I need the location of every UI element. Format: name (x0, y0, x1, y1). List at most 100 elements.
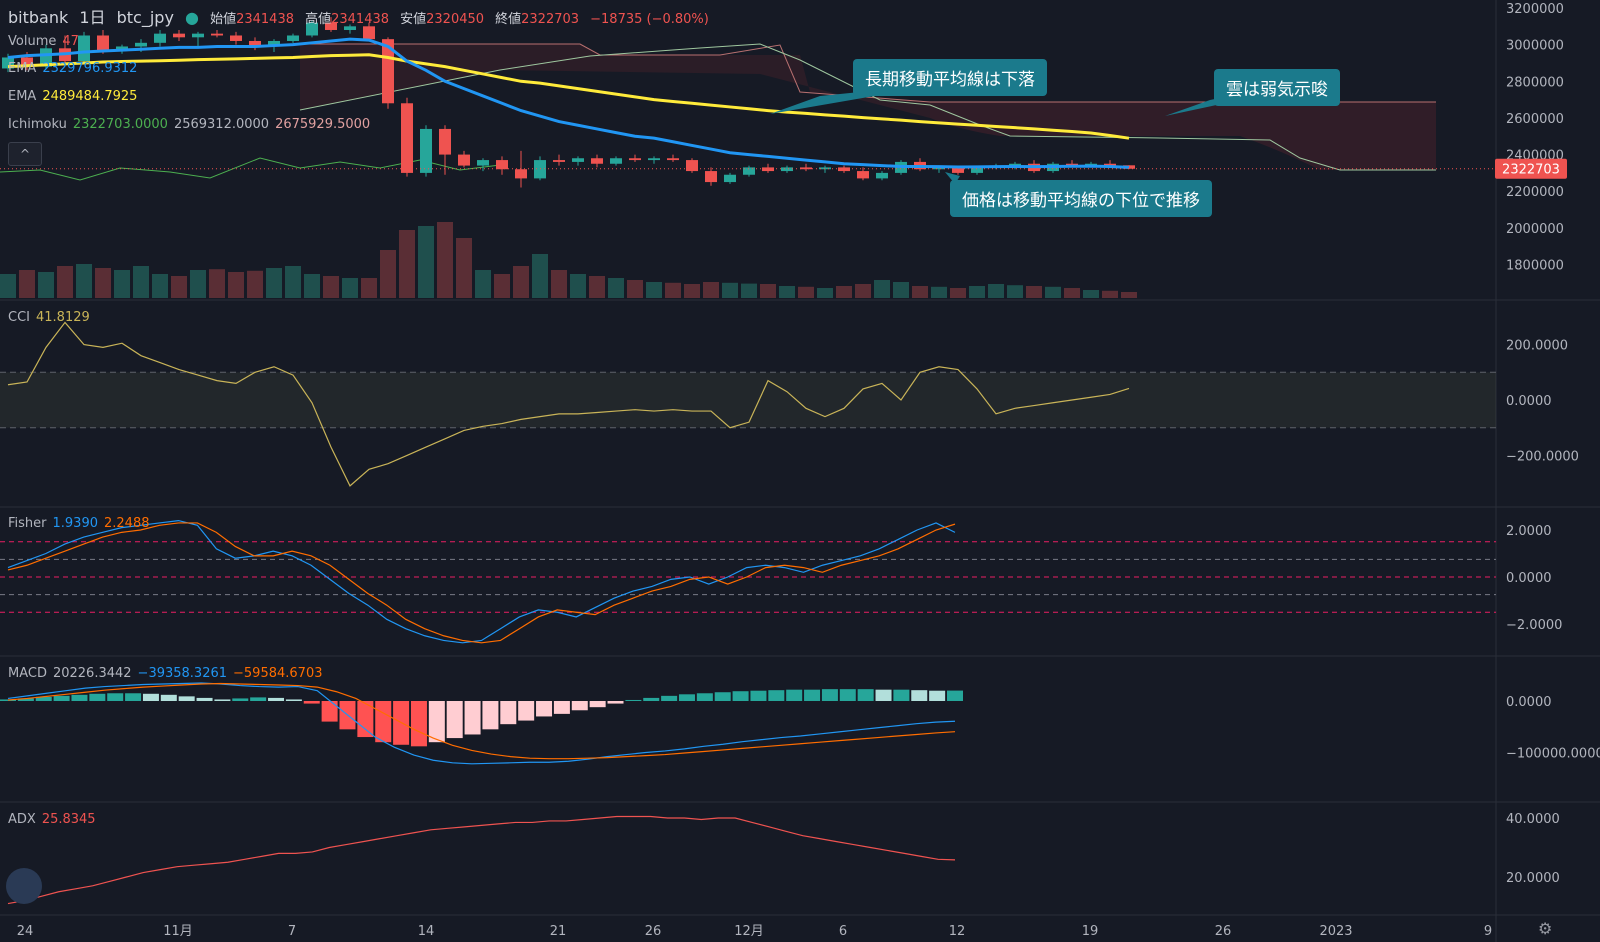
legend-fisher[interactable]: Fisher 1.9390 2.2488 (8, 516, 156, 531)
ema-fast-line (7, 37, 1130, 169)
volume-bar (475, 270, 491, 298)
macd-histogram-bar (142, 693, 159, 701)
macd-histogram-bar (53, 695, 70, 701)
candle-body (1066, 163, 1078, 166)
legend-ema-slow[interactable]: EMA 2489484.7925 (8, 89, 143, 104)
volume-bar (551, 270, 567, 298)
time-axis-label: 12 (949, 924, 966, 939)
legend-ema-fast[interactable]: EMA 2329796.9312 (8, 61, 143, 76)
volume-bar (665, 282, 681, 298)
price-tick-label: 2000000 (1506, 222, 1564, 237)
candle-body (173, 33, 185, 38)
volume-bar (1064, 288, 1080, 298)
macd-histogram-bar (929, 690, 946, 701)
volume-label: Volume (8, 34, 57, 49)
legend-cci[interactable]: CCI 41.8129 (8, 310, 96, 325)
candle-body (192, 33, 204, 38)
macd-histogram-bar (750, 690, 767, 701)
volume-bar (209, 269, 225, 298)
tradingview-logo-icon[interactable] (6, 868, 42, 904)
macd-histogram-bar (732, 691, 749, 701)
gear-icon[interactable]: ⚙ (1538, 919, 1553, 938)
volume-bar (266, 268, 282, 298)
candle-body (401, 103, 413, 173)
macd-histogram-bar (947, 690, 963, 701)
macd-tick-label: 0.0000 (1506, 695, 1552, 710)
candle-body (610, 158, 622, 164)
macd-histogram-bar (196, 697, 213, 701)
volume-bar (19, 270, 35, 298)
macd-value-3: −59584.6703 (233, 666, 323, 681)
volume-bar (228, 272, 244, 298)
volume-bar (931, 286, 947, 298)
volume-bar (171, 276, 187, 298)
volume-bar (0, 274, 16, 298)
macd-histogram-bar (107, 693, 124, 701)
callout-long-ma[interactable]: 長期移動平均線は下落 (853, 59, 1047, 96)
macd-histogram-bar (678, 694, 695, 701)
volume-bar (646, 282, 662, 298)
close-value: 2322703 (521, 12, 580, 27)
volume-bar (418, 226, 434, 298)
cci-line (7, 321, 1130, 487)
volume-bar (988, 284, 1004, 298)
fisher-value-2: 2.2488 (104, 516, 150, 531)
last-price-tag (1495, 158, 1567, 179)
symbol[interactable]: btc_jpy (116, 8, 174, 27)
candle-body (78, 35, 90, 62)
volume-bar (912, 286, 928, 298)
macd-histogram-bar (696, 693, 713, 701)
volume-bar (703, 282, 719, 298)
time-axis-label: 9 (1484, 924, 1492, 939)
volume-bar (247, 270, 263, 298)
price-tick-label: 2200000 (1506, 185, 1564, 200)
legend-volume[interactable]: Volume 47 (8, 34, 85, 49)
volume-bar (874, 280, 890, 298)
fisher-tick-label: 0.0000 (1506, 571, 1552, 586)
legend-adx[interactable]: ADX 25.8345 (8, 812, 102, 827)
interval[interactable]: 1日 (79, 8, 106, 27)
volume-bar (684, 284, 700, 298)
candle-body (1009, 163, 1021, 166)
macd-histogram-bar (482, 701, 499, 730)
legend-ichimoku[interactable]: Ichimoku 2322703.0000 2569312.0000 2675929.… (8, 117, 376, 132)
candle-body (2, 57, 14, 69)
ichimoku-cloud-early (300, 44, 930, 118)
macd-tick-label: −100000.0000 (1506, 747, 1600, 762)
candle-body (344, 26, 356, 30)
macd-histogram-bar (375, 701, 392, 743)
cci-tick-label: 200.0000 (1506, 339, 1568, 354)
macd-histogram-bar (268, 697, 285, 701)
volume-bar (38, 272, 54, 298)
candle-body (382, 39, 394, 104)
close-label: 終値 (495, 12, 522, 27)
ichimoku-cloud (930, 102, 1436, 170)
high-value: 2341438 (331, 12, 390, 27)
volume-bar (57, 266, 73, 298)
volume-bar (722, 282, 738, 298)
volume-bar (817, 288, 833, 298)
legend-macd[interactable]: MACD 20226.3442 −39358.3261 −59584.6703 (8, 666, 328, 681)
change-value: −18735 (−0.80%) (590, 12, 709, 27)
ema2-label: EMA (8, 89, 37, 104)
collapse-legend-button[interactable]: ^ (8, 142, 42, 166)
time-axis-label: 19 (1082, 924, 1099, 939)
volume-bar (152, 274, 168, 298)
callout-cloud[interactable]: 雲は弱気示唆 (1214, 69, 1340, 106)
volume-bar (114, 270, 130, 298)
candle-body (800, 167, 812, 170)
macd-histogram-bar (786, 689, 803, 701)
callout-price[interactable]: 価格は移動平均線の下位で推移 (950, 180, 1212, 217)
volume-bar (399, 230, 415, 298)
ichimoku-span-b-early (300, 43, 931, 103)
exchange-name[interactable]: bitbank (8, 8, 69, 27)
volume-bar (342, 278, 358, 298)
macd-histogram-bar (0, 699, 16, 701)
ema1-value: 2329796.9312 (42, 61, 138, 76)
candle-body (667, 158, 679, 161)
cci-tick-label: 0.0000 (1506, 394, 1552, 409)
low-label: 安値 (400, 12, 427, 27)
volume-bar (76, 264, 92, 298)
high-label: 高値 (305, 12, 332, 27)
